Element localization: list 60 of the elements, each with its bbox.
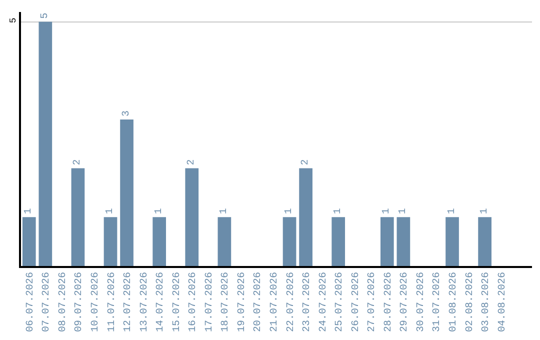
x-tick-label: 20.07.2026: [253, 272, 264, 332]
data-label: 1: [154, 208, 165, 214]
x-tick-label: 12.07.2026: [123, 272, 134, 332]
data-label: 1: [105, 208, 116, 214]
data-label: 2: [186, 159, 198, 166]
bar: [332, 217, 346, 266]
x-tick-label: 21.07.2026: [270, 272, 280, 332]
x-tick-label: 29.07.2026: [400, 272, 411, 332]
bar: [152, 217, 166, 266]
x-tick-label: 24.07.2026: [318, 272, 330, 332]
data-label: 5: [40, 12, 51, 19]
x-tick-label: 13.07.2026: [139, 272, 150, 332]
x-tick-label: 11.07.2026: [106, 272, 118, 332]
data-label: 2: [300, 159, 312, 166]
x-tick-label: 01.08.2026: [448, 272, 460, 332]
bar: [218, 217, 232, 266]
x-tick-label: 16.07.2026: [188, 272, 200, 332]
x-tick-label: 04.08.2026: [497, 272, 508, 332]
bar: [380, 217, 394, 266]
x-tick-label: 06.07.2026: [25, 272, 36, 332]
x-tick-label: 03.08.2026: [481, 272, 492, 332]
x-tick-label: 17.07.2026: [204, 272, 216, 332]
bar: [478, 217, 492, 266]
x-tick-label: 08.07.2026: [58, 272, 69, 332]
data-label: 1: [24, 208, 35, 214]
x-tick-label: 23.07.2026: [302, 272, 314, 332]
bar: [185, 168, 199, 266]
x-tick-label: 28.07.2026: [383, 272, 394, 332]
bar: [71, 168, 85, 266]
x-tick-label: 27.07.2026: [367, 272, 378, 332]
bar: [104, 217, 118, 266]
data-label: 1: [398, 208, 409, 214]
x-tick-label: 19.07.2026: [236, 272, 248, 332]
x-tick-label: 26.07.2026: [350, 272, 362, 332]
data-label: 1: [218, 208, 230, 214]
bar: [299, 168, 312, 266]
data-label: 1: [382, 208, 393, 214]
data-label: 1: [332, 208, 344, 214]
x-tick-label: 25.07.2026: [334, 272, 346, 332]
x-tick-label: 15.07.2026: [172, 272, 183, 332]
bar: [22, 217, 36, 266]
data-label: 3: [121, 110, 132, 116]
data-label: 2: [72, 159, 84, 166]
x-tick-label: 22.07.2026: [286, 272, 297, 332]
x-tick-label: 30.07.2026: [416, 272, 427, 332]
x-tick-label: 18.07.2026: [220, 272, 232, 332]
x-tick-label: 02.08.2026: [464, 272, 476, 332]
x-tick-label: 10.07.2026: [90, 272, 102, 332]
data-label: 1: [479, 208, 490, 214]
bar: [282, 217, 296, 266]
x-tick-label: 07.07.2026: [42, 272, 53, 332]
x-tick-label: 14.07.2026: [156, 272, 167, 332]
bar: [396, 217, 410, 266]
x-tick-label: 31.07.2026: [432, 272, 444, 332]
bar: [120, 119, 134, 266]
data-label: 1: [284, 208, 296, 214]
data-label: 1: [446, 208, 458, 214]
bar: [446, 217, 459, 266]
x-tick-label: 09.07.2026: [74, 272, 86, 332]
bar: [38, 22, 52, 266]
